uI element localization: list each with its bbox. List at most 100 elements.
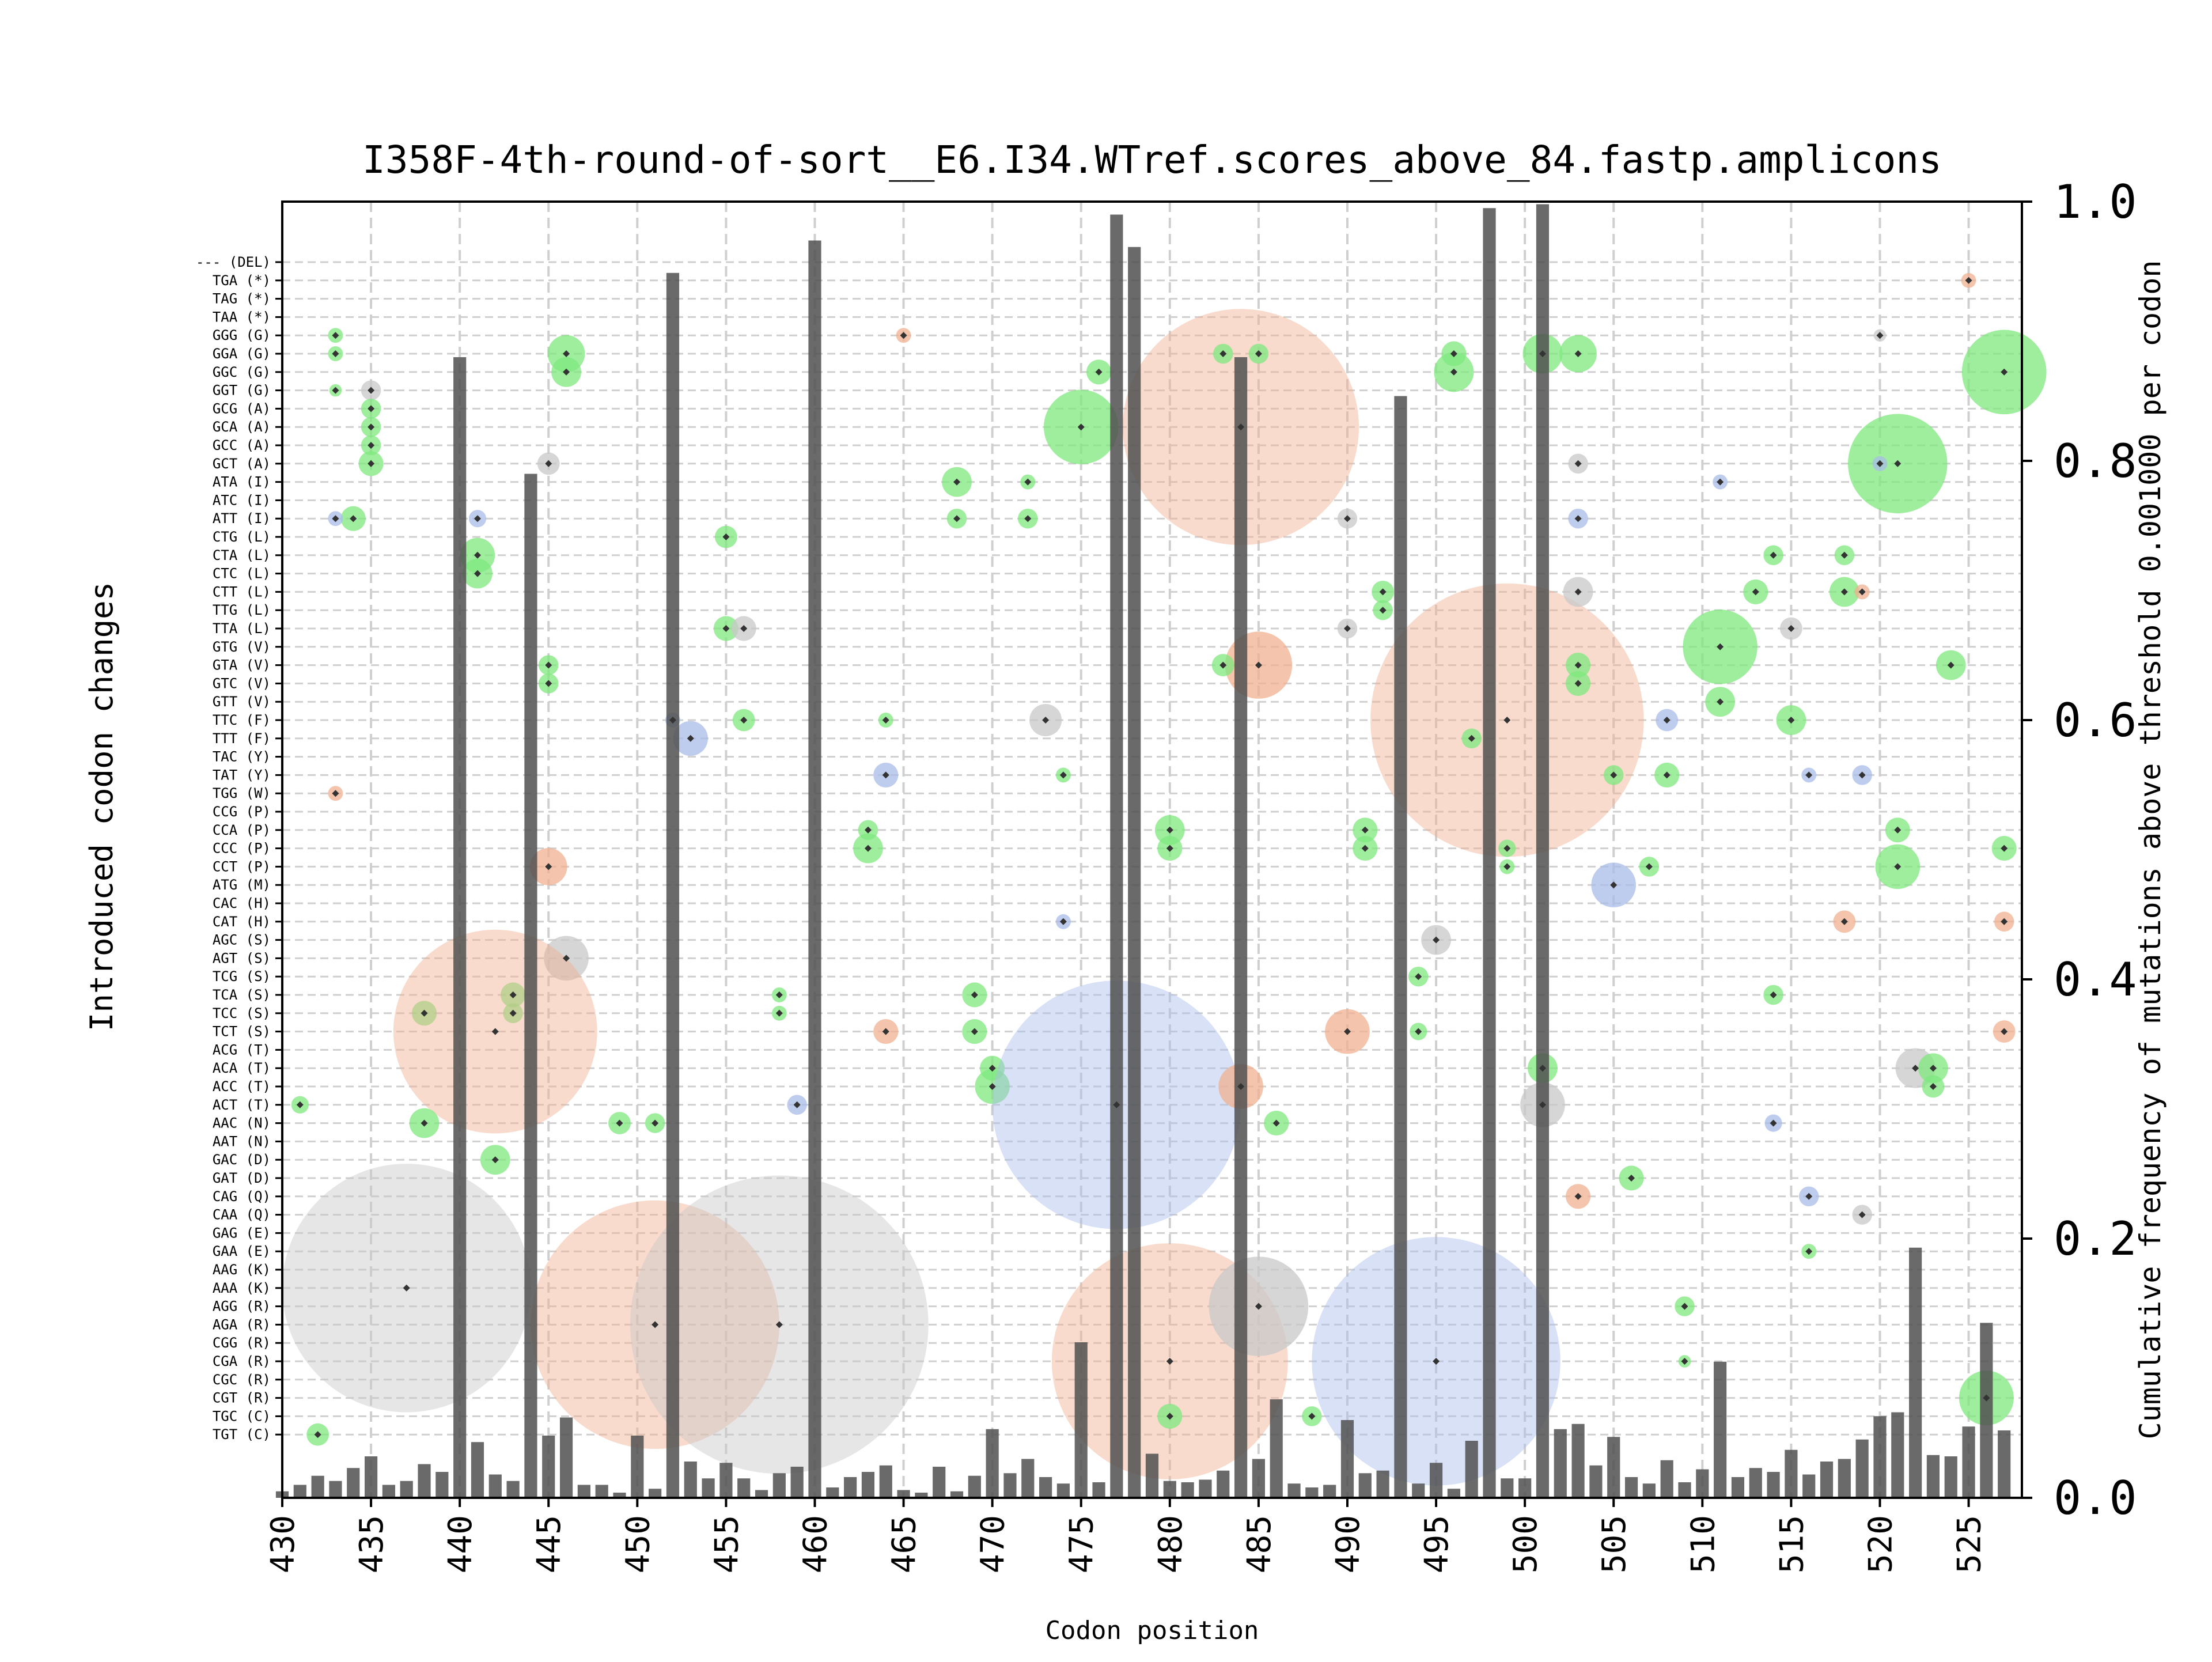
frequency-bar xyxy=(666,272,680,1498)
right-tick-label: 0.2 xyxy=(2054,1212,2137,1266)
frequency-bar xyxy=(1056,1483,1070,1498)
mutation-marker xyxy=(1308,1413,1316,1420)
codon-tick-label: ATG (M) xyxy=(213,877,271,893)
frequency-bar xyxy=(1394,396,1407,1498)
mutation-marker xyxy=(1929,1065,1937,1072)
mutation-marker xyxy=(332,387,339,394)
codon-tick-label: AAT (N) xyxy=(213,1133,271,1149)
frequency-bar xyxy=(968,1475,981,1498)
plot-frame xyxy=(281,200,2023,1499)
mutation-marker xyxy=(1663,717,1671,724)
mutation-marker xyxy=(1361,826,1369,834)
mutation-marker xyxy=(669,717,676,724)
x-tick-label: 430 xyxy=(264,1515,302,1573)
mutation-marker xyxy=(1574,680,1582,687)
codon-tick-label: CCC (P) xyxy=(213,841,271,857)
codon-tick-label: TAA (*) xyxy=(213,309,271,325)
mutation-marker xyxy=(971,1028,978,1035)
mutation-marker xyxy=(1770,991,1777,998)
right-tick-label: 0.8 xyxy=(2054,434,2137,488)
frequency-bar xyxy=(524,474,537,1498)
right-tick-label: 0.6 xyxy=(2054,694,2137,747)
frequency-bar xyxy=(1731,1477,1745,1498)
codon-tick-label: TTA (L) xyxy=(213,620,271,637)
frequency-bar xyxy=(1465,1441,1478,1498)
frequency-bar xyxy=(311,1475,324,1498)
mutation-marker xyxy=(1965,277,1972,284)
mutation-marker xyxy=(1840,918,1848,925)
x-tick-label: 515 xyxy=(1773,1515,1810,1573)
mutation-marker xyxy=(1663,771,1671,779)
frequency-bar xyxy=(1305,1487,1319,1498)
codon-tick-label: AGT (S) xyxy=(213,950,271,966)
mutation-marker xyxy=(545,680,552,687)
mutation-marker xyxy=(421,1009,428,1017)
mutation-marker xyxy=(545,460,552,467)
frequency-bar xyxy=(1483,208,1496,1498)
frequency-bar xyxy=(1234,357,1248,1498)
codon-tick-label: TCG (S) xyxy=(213,968,271,985)
mutation-marker xyxy=(474,551,481,559)
x-tick-label: 525 xyxy=(1951,1515,1988,1573)
frequency-bar xyxy=(1252,1459,1265,1498)
codon-tick-label: GAG (E) xyxy=(213,1225,271,1241)
mutation-marker xyxy=(314,1431,321,1438)
x-tick-label: 505 xyxy=(1596,1515,1633,1573)
frequency-bar xyxy=(1145,1453,1159,1498)
frequency-bar xyxy=(1767,1472,1780,1498)
mutation-marker xyxy=(1681,1303,1688,1310)
frequency-bar xyxy=(1642,1483,1656,1498)
mutation-marker xyxy=(509,1009,517,1017)
codon-tick-label: CTC (L) xyxy=(213,566,271,582)
y-axis-label-left: Introduced codon changes xyxy=(84,582,120,1031)
codon-tick-label: CTT (L) xyxy=(213,584,271,600)
codon-tick-label: TTT (F) xyxy=(213,730,271,747)
mutation-marker xyxy=(1255,661,1262,669)
mutation-marker xyxy=(722,533,730,540)
mutation-marker xyxy=(1858,771,1866,779)
frequency-bar xyxy=(1838,1459,1851,1498)
frequency-bar xyxy=(453,357,467,1498)
bar-layer xyxy=(275,204,2011,1498)
frequency-bar xyxy=(915,1493,928,1498)
codon-tick-label: CAA (Q) xyxy=(213,1207,271,1223)
mutation-marker xyxy=(1574,588,1582,596)
mutation-marker xyxy=(988,1083,996,1090)
frequency-bar xyxy=(347,1468,360,1498)
frequency-bar xyxy=(1660,1460,1673,1498)
frequency-bar xyxy=(488,1474,502,1498)
mutation-marker xyxy=(1947,661,1955,669)
mutation-marker xyxy=(722,625,730,632)
x-tick-label: 450 xyxy=(619,1515,657,1573)
frequency-bar xyxy=(1926,1455,1940,1498)
mutation-marker xyxy=(545,661,552,669)
frequency-bar xyxy=(1962,1426,1975,1498)
mutation-marker xyxy=(368,387,375,394)
frequency-bar xyxy=(1678,1482,1691,1498)
y-axis-label-right: Cumulative frequency of mutations above … xyxy=(2134,260,2167,1440)
mutation-marker xyxy=(545,863,552,870)
mutation-marker xyxy=(563,955,570,962)
frequency-bar xyxy=(1340,1420,1354,1498)
mutation-marker xyxy=(2001,918,2008,925)
codon-tick-label: TGG (W) xyxy=(213,785,271,801)
mutation-marker xyxy=(368,423,375,431)
mutation-marker xyxy=(740,717,748,724)
mutation-marker xyxy=(1024,515,1032,523)
frequency-bar xyxy=(1376,1470,1389,1498)
mutation-marker xyxy=(1770,1119,1777,1127)
mutation-marker xyxy=(1574,460,1582,467)
mutation-marker xyxy=(1433,1358,1440,1365)
frequency-bar xyxy=(790,1467,804,1498)
frequency-bar xyxy=(293,1485,306,1498)
mutation-marker xyxy=(1574,515,1582,523)
frequency-bar xyxy=(1855,1439,1869,1498)
frequency-bar xyxy=(1891,1412,1904,1498)
frequency-bar xyxy=(702,1478,715,1498)
frequency-bar xyxy=(1998,1430,2011,1498)
frequency-bar xyxy=(1571,1424,1585,1498)
codon-tick-label: CGA (R) xyxy=(213,1353,271,1369)
mutation-marker xyxy=(332,350,339,357)
frequency-bar xyxy=(737,1478,751,1498)
codon-tick-label: ATA (I) xyxy=(213,474,271,490)
